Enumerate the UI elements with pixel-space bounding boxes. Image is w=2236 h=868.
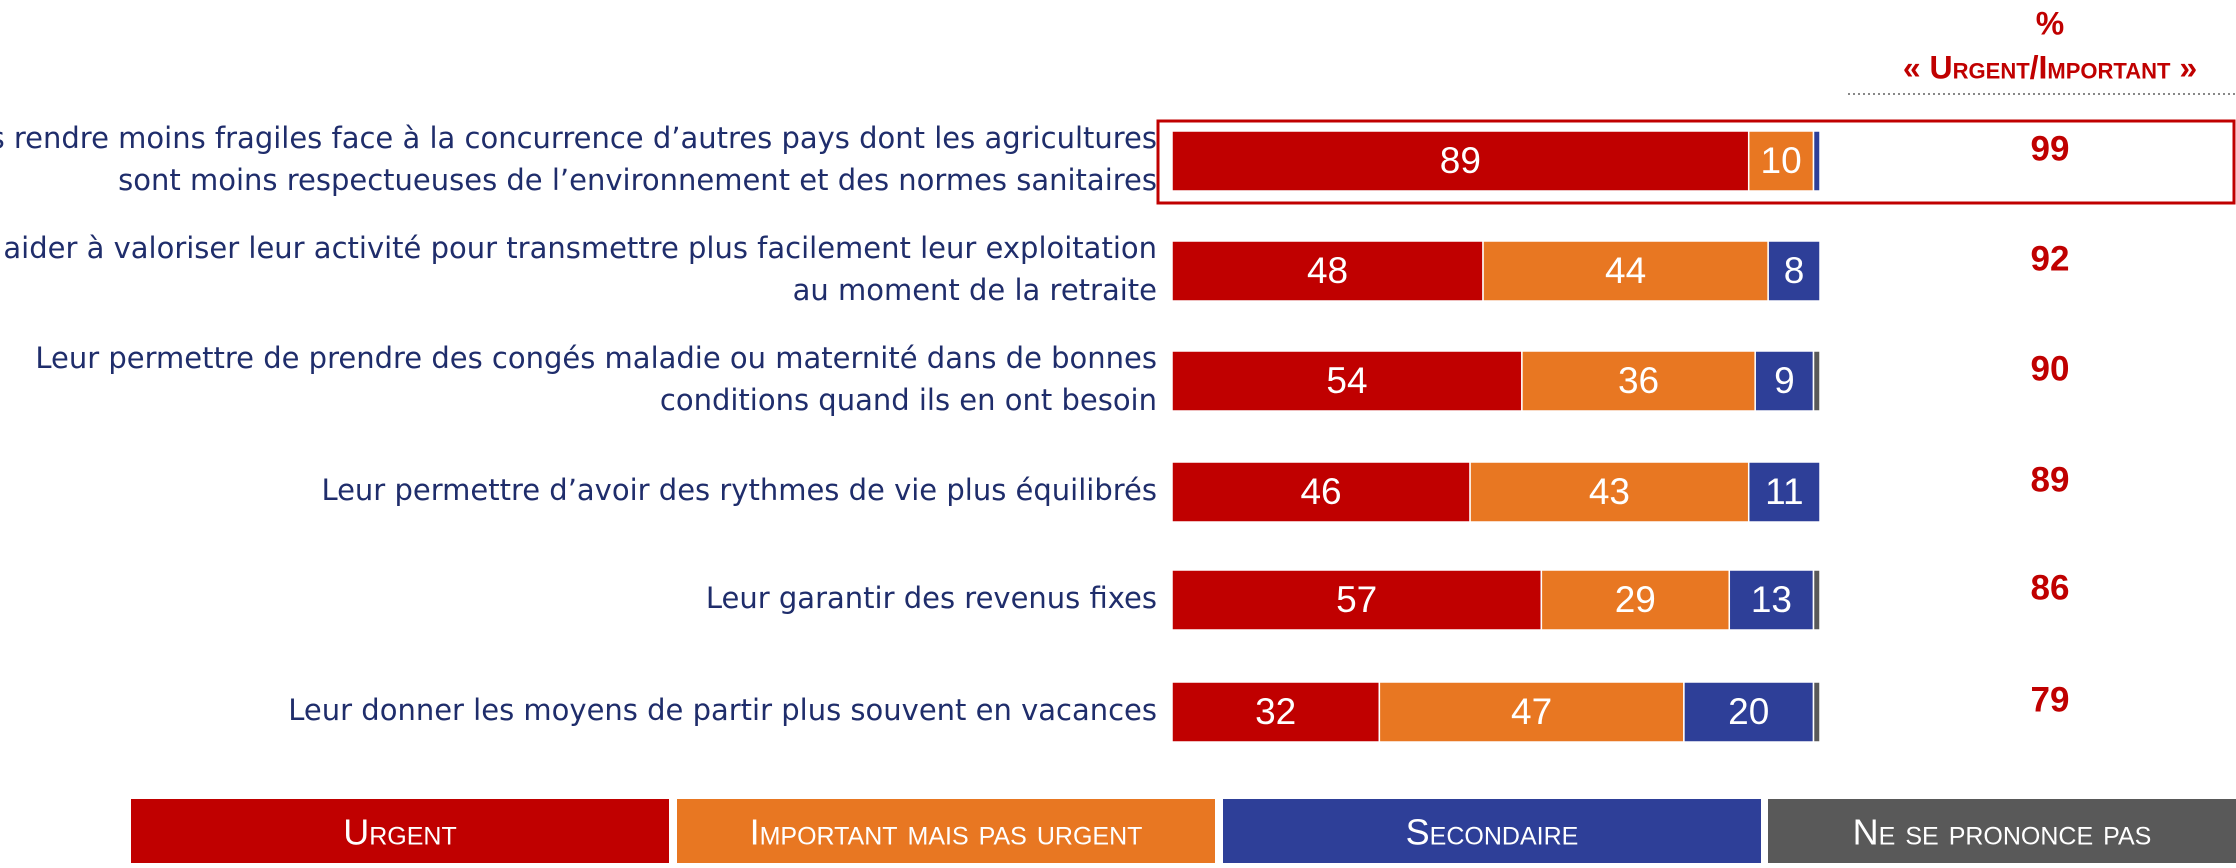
- category-label: au moment de la retraite: [793, 273, 1157, 307]
- category-label: Leur garantir des revenus fixes: [706, 581, 1157, 615]
- legend-label: Ne se prononce pas: [1853, 812, 2152, 853]
- total-label: 89: [2031, 460, 2070, 499]
- value-label: 10: [1761, 140, 1802, 181]
- value-label: 44: [1605, 250, 1646, 291]
- value-label: 13: [1751, 579, 1792, 620]
- legend-label: Secondaire: [1406, 812, 1579, 853]
- value-label: 46: [1300, 471, 1341, 512]
- bar-segment: [1814, 131, 1820, 191]
- value-label: 48: [1307, 250, 1348, 291]
- total-label: 79: [2031, 680, 2070, 719]
- total-header: « Urgent/Important »: [1903, 49, 2197, 85]
- bar-segment: [1814, 351, 1820, 411]
- value-label: 43: [1589, 471, 1630, 512]
- category-label: Leur donner les moyens de partir plus so…: [288, 693, 1157, 727]
- total-label: 90: [2031, 349, 2070, 388]
- value-label: 8: [1784, 250, 1805, 291]
- value-label: 20: [1728, 691, 1769, 732]
- bar-segment: [1814, 682, 1820, 742]
- value-label: 11: [1765, 471, 1803, 512]
- value-label: 47: [1511, 691, 1552, 732]
- total-label: 86: [2031, 568, 2070, 607]
- value-label: 54: [1326, 360, 1367, 401]
- category-label: Les rendre moins fragiles face à la conc…: [0, 121, 1157, 155]
- category-label: Leur permettre de prendre des congés mal…: [35, 341, 1157, 375]
- value-label: 36: [1618, 360, 1659, 401]
- total-label: 92: [2031, 239, 2070, 278]
- value-label: 89: [1440, 140, 1481, 181]
- value-label: 29: [1615, 579, 1656, 620]
- value-label: 9: [1774, 360, 1795, 401]
- total-header: %: [2036, 5, 2064, 41]
- legend-label: Urgent: [343, 812, 457, 853]
- category-label: Les aider à valoriser leur activité pour…: [0, 231, 1157, 265]
- value-label: 32: [1255, 691, 1296, 732]
- legend-label: Important mais pas urgent: [750, 812, 1143, 853]
- category-label: sont moins respectueuses de l’environnem…: [118, 163, 1157, 197]
- chart: % « Urgent/Important » Les rendre moins …: [0, 0, 2236, 863]
- category-label: Leur permettre d’avoir des rythmes de vi…: [321, 473, 1157, 507]
- value-label: 57: [1336, 579, 1377, 620]
- total-label: 99: [2031, 129, 2070, 168]
- category-label: conditions quand ils en ont besoin: [660, 383, 1157, 417]
- bar-segment: [1814, 570, 1820, 630]
